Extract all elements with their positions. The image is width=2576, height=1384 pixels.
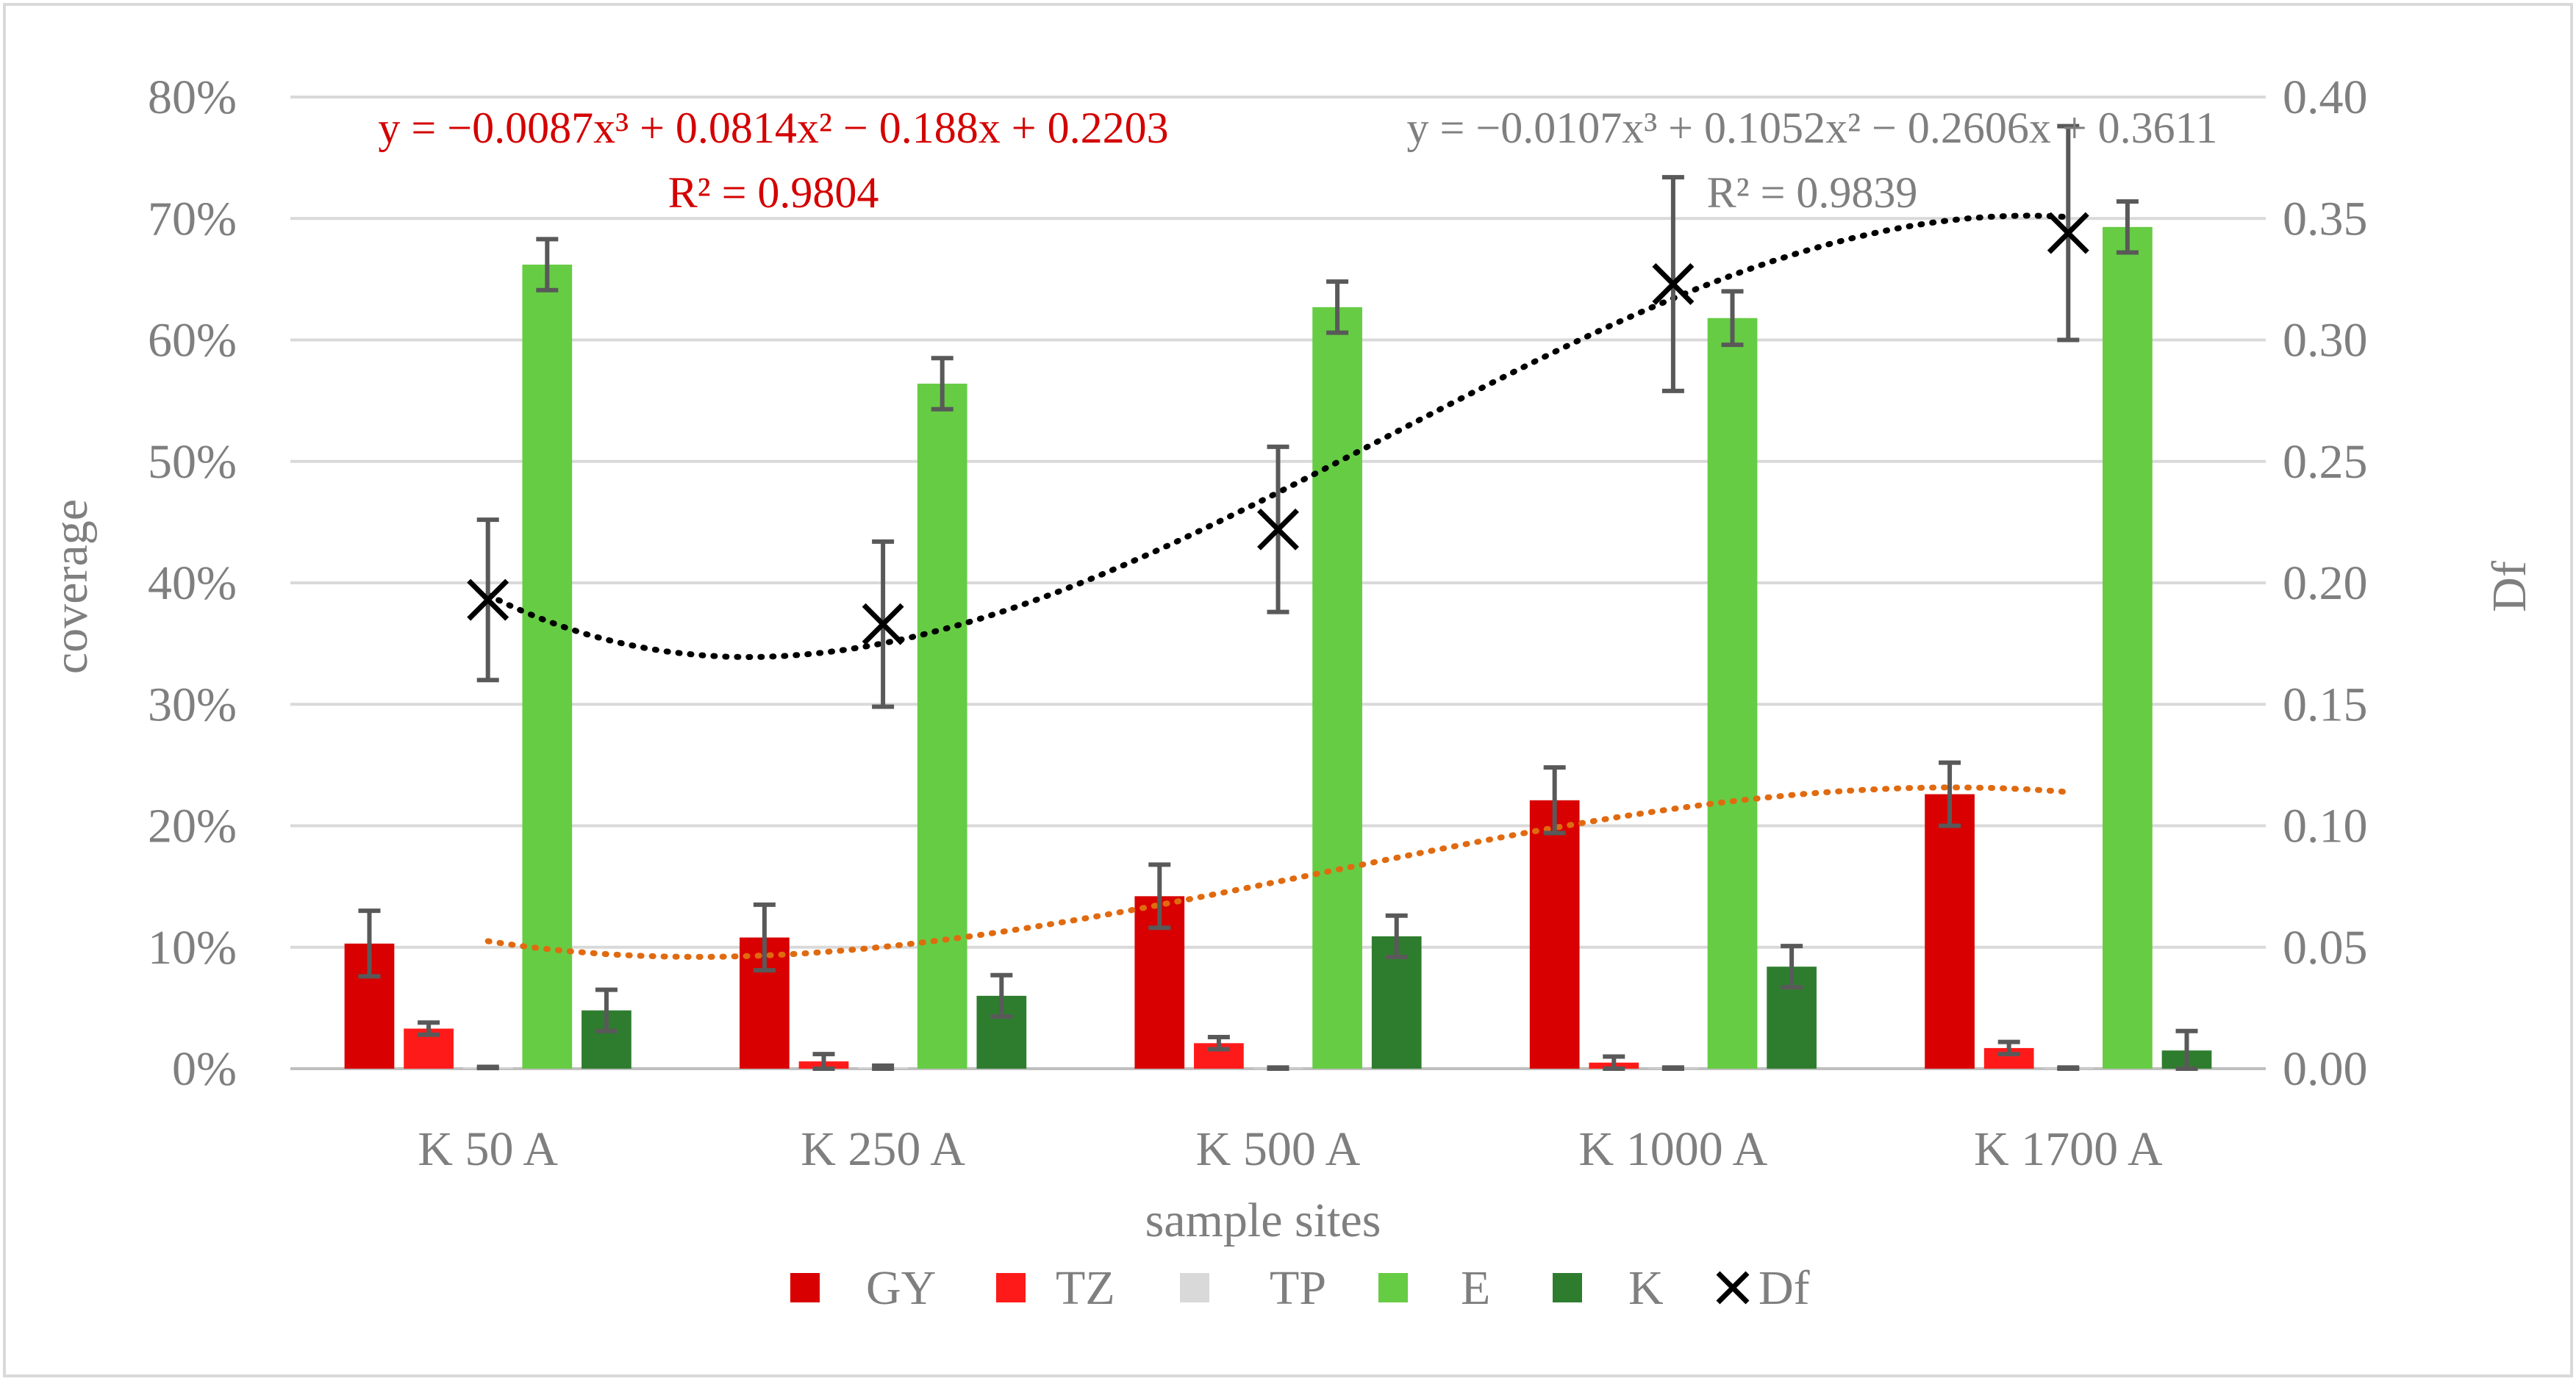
bar-e — [2103, 226, 2153, 1069]
bar-gy — [1925, 794, 1975, 1069]
y-tick-label: 60% — [148, 314, 237, 367]
legend: GY TZ TP E K Df — [790, 1261, 1810, 1315]
y2-tick-label: 0.05 — [2283, 921, 2368, 975]
df-marker — [2047, 212, 2089, 254]
legend-label-df: Df — [1759, 1261, 1810, 1315]
bar-e — [522, 265, 573, 1069]
legend-label-gy: GY — [866, 1261, 936, 1315]
df-markers — [467, 212, 2089, 645]
legend-marker-df-stroke-2 — [1716, 1271, 1750, 1305]
legend-swatch-tz — [996, 1273, 1026, 1302]
legend-swatch-tp — [1180, 1273, 1209, 1302]
y-tick-label: 10% — [148, 921, 237, 975]
y2-tick-label: 0.25 — [2283, 435, 2368, 489]
trendlines — [484, 212, 2072, 960]
x-axis-title: sample sites — [1145, 1194, 1381, 1247]
df-trend-equation: y = −0.0107x³ + 0.1052x² − 0.2606x + 0.3… — [1407, 104, 2218, 152]
y2-tick-label: 0.40 — [2283, 71, 2368, 124]
y-tick-label: 0% — [172, 1042, 237, 1096]
y-tick-label: 20% — [148, 800, 237, 853]
y2-tick-label: 0.00 — [2283, 1042, 2368, 1096]
x-tick-label: K 1700 A — [1974, 1122, 2163, 1176]
gy-trend-r2: R² = 0.9804 — [668, 168, 879, 217]
legend-swatch-gy — [790, 1273, 820, 1302]
y2-tick-label: 0.20 — [2283, 556, 2368, 610]
tick-labels: 0% 0.00 10% 0.05 20% 0.10 30% 0.15 40% 0.20 50% 0.2… — [148, 71, 2367, 1176]
y2-tick-label: 0.10 — [2283, 800, 2368, 853]
y2-tick-label: 0.15 — [2283, 678, 2368, 731]
df-marker — [1652, 263, 1695, 305]
x-tick-label: K 250 A — [801, 1122, 965, 1176]
legend-swatch-k — [1553, 1273, 1582, 1302]
x-tick-label: K 1000 A — [1579, 1122, 1768, 1176]
error-bars — [358, 123, 2198, 1071]
bar-e — [1312, 306, 1362, 1069]
y2-tick-label: 0.30 — [2283, 314, 2368, 367]
y2-tick-label: 0.35 — [2283, 192, 2368, 245]
x-tick-label: K 500 A — [1196, 1122, 1361, 1176]
y-tick-label: 40% — [148, 556, 237, 610]
gy-trend-equation: y = −0.0087x³ + 0.0814x² − 0.188x + 0.22… — [378, 104, 1168, 152]
y-tick-label: 50% — [148, 435, 237, 489]
trendline-gy — [484, 784, 2072, 960]
legend-label-tp: TP — [1270, 1261, 1326, 1315]
bar-gy — [1529, 800, 1580, 1069]
bar-e — [1707, 318, 1758, 1069]
df-trend-r2: R² = 0.9839 — [1707, 168, 1918, 217]
df-marker — [467, 578, 509, 621]
y-tick-label: 30% — [148, 678, 237, 731]
legend-marker-df — [1716, 1271, 1750, 1305]
legend-label-e: E — [1461, 1261, 1490, 1315]
bar-e — [917, 383, 967, 1069]
df-marker — [862, 603, 904, 645]
legend-label-k: K — [1628, 1261, 1664, 1315]
y2-axis-title: Df — [2483, 561, 2536, 612]
y-tick-label: 70% — [148, 192, 237, 245]
trendline-df — [484, 212, 2072, 661]
legend-swatch-e — [1378, 1273, 1408, 1302]
bars — [344, 226, 2212, 1069]
x-tick-label: K 50 A — [418, 1122, 558, 1176]
df-marker — [1257, 508, 1299, 551]
y-axis-title: coverage — [44, 499, 98, 674]
legend-label-tz: TZ — [1056, 1261, 1115, 1315]
y-tick-label: 80% — [148, 71, 237, 124]
